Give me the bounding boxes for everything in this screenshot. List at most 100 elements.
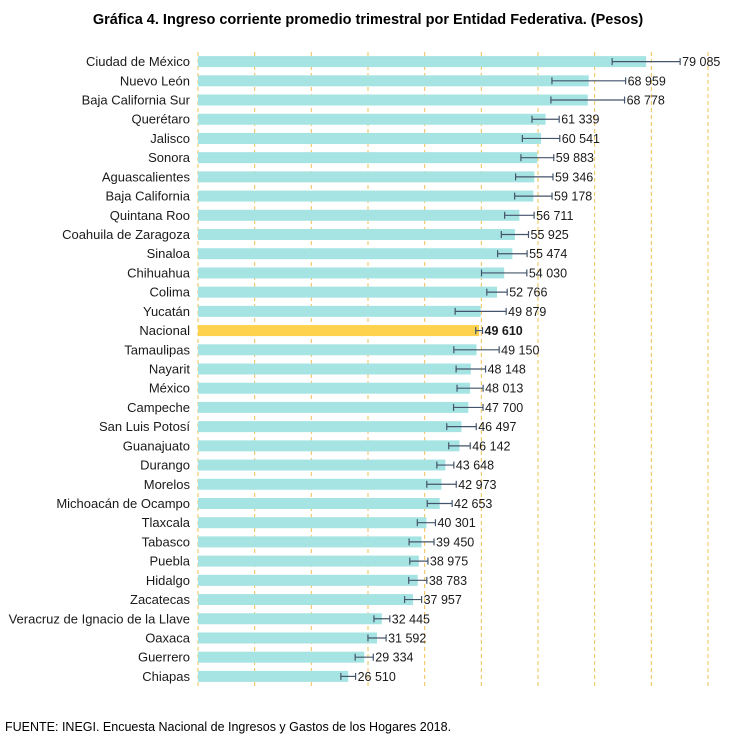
category-label: Michoacán de Ocampo <box>56 496 190 511</box>
category-label: Colima <box>150 285 191 300</box>
category-label: Tamaulipas <box>124 342 190 357</box>
value-label: 38 783 <box>429 574 467 588</box>
value-label: 26 510 <box>358 670 396 684</box>
value-label: 56 711 <box>536 209 573 223</box>
category-label: Yucatán <box>143 304 190 319</box>
category-label: Veracruz de Ignacio de la Llave <box>9 611 190 626</box>
value-label: 59 883 <box>556 151 594 165</box>
bar <box>198 401 469 413</box>
bar <box>198 594 414 606</box>
chart-title: Gráfica 4. Ingreso corriente promedio tr… <box>92 12 644 28</box>
bar <box>198 152 538 164</box>
value-label: 68 778 <box>627 94 665 108</box>
bar <box>198 670 349 682</box>
bar <box>198 536 422 548</box>
bar <box>198 613 382 625</box>
value-label: 40 301 <box>437 516 475 530</box>
bar <box>198 632 378 644</box>
value-label: 61 339 <box>561 113 599 127</box>
value-label: 68 959 <box>628 74 666 88</box>
source-note: FUENTE: INEGI. Encuesta Nacional de Ingr… <box>5 720 452 734</box>
value-label: 31 592 <box>388 631 426 645</box>
category-label: Querétaro <box>131 112 190 127</box>
bar <box>198 459 446 471</box>
category-label: Guanajuato <box>123 438 190 453</box>
value-label: 32 445 <box>392 612 430 626</box>
value-label: 55 474 <box>529 247 567 261</box>
bar <box>198 574 418 586</box>
category-label: Durango <box>140 458 190 473</box>
category-label: Nacional <box>139 323 190 338</box>
category-label: San Luis Potosí <box>99 419 190 434</box>
category-label: Chiapas <box>142 669 190 684</box>
bar <box>198 248 513 260</box>
category-label: Coahuila de Zaragoza <box>62 227 191 242</box>
value-label: 54 030 <box>529 266 567 280</box>
value-label: 48 148 <box>488 363 526 377</box>
bar <box>198 421 462 433</box>
bar <box>198 517 427 529</box>
bar <box>198 478 442 490</box>
category-label: Sinaloa <box>147 246 191 261</box>
value-label: 38 975 <box>430 555 468 569</box>
bar <box>198 651 365 663</box>
value-label: 46 142 <box>472 439 510 453</box>
bar <box>198 171 535 183</box>
bar <box>198 497 440 509</box>
value-labels: 79 085 68 959 68 778 61 339 60 541 59 883 59 3… <box>358 55 721 684</box>
value-label: 60 541 <box>562 132 600 146</box>
bar <box>198 267 505 279</box>
category-label: Guerrero <box>138 650 190 665</box>
value-label: 29 334 <box>375 651 413 665</box>
category-label: Tlaxcala <box>142 515 191 530</box>
category-label: Jalisco <box>150 131 190 146</box>
value-label: 42 653 <box>454 497 492 511</box>
value-label: 59 346 <box>555 170 593 184</box>
category-label: Quintana Roo <box>110 208 190 223</box>
error-bars <box>340 58 681 680</box>
category-label: Sonora <box>148 150 191 165</box>
value-label: 39 450 <box>436 535 474 549</box>
bar <box>198 113 546 125</box>
category-label: Zacatecas <box>130 592 190 607</box>
value-label: 48 013 <box>485 382 523 396</box>
value-label: 47 700 <box>485 401 523 415</box>
category-labels: Ciudad de México Nuevo León Baja Californi… <box>9 54 191 684</box>
category-label: Oaxaca <box>145 630 191 645</box>
value-label: 55 925 <box>531 228 569 242</box>
category-label: Chihuahua <box>127 265 191 280</box>
bar <box>198 555 419 567</box>
category-label: Baja California <box>105 189 190 204</box>
category-label: Morelos <box>144 477 191 492</box>
bar <box>198 325 480 337</box>
value-label: 52 766 <box>509 286 547 300</box>
bar <box>198 56 647 68</box>
bar <box>198 382 471 394</box>
category-label: Tabasco <box>142 534 190 549</box>
category-label: Hidalgo <box>146 573 190 588</box>
bar <box>198 305 481 317</box>
value-label: 37 957 <box>424 593 462 607</box>
bar <box>198 75 589 87</box>
bar <box>198 363 471 375</box>
bar <box>198 132 542 144</box>
category-label: México <box>149 381 190 396</box>
bar <box>198 209 520 221</box>
category-label: Nayarit <box>149 362 191 377</box>
value-label: 59 178 <box>554 190 592 204</box>
bar <box>198 229 515 241</box>
bar <box>198 440 460 452</box>
category-label: Puebla <box>150 554 191 569</box>
value-label: 49 150 <box>501 343 539 357</box>
bar <box>198 190 534 202</box>
category-label: Nuevo León <box>120 73 190 88</box>
value-label: 42 973 <box>458 478 496 492</box>
category-label: Ciudad de México <box>86 54 190 69</box>
bar <box>198 344 477 356</box>
value-label: 46 497 <box>478 420 516 434</box>
category-label: Campeche <box>127 400 190 415</box>
value-label: 43 648 <box>456 459 494 473</box>
category-label: Baja California Sur <box>82 93 191 108</box>
bars <box>198 56 647 682</box>
bar <box>198 94 588 106</box>
